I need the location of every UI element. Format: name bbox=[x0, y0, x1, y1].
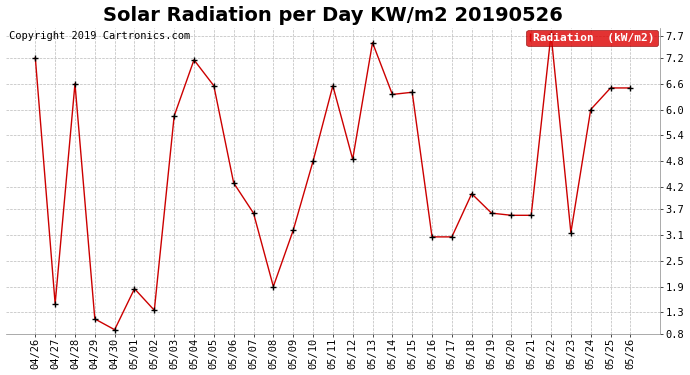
Text: Copyright 2019 Cartronics.com: Copyright 2019 Cartronics.com bbox=[9, 31, 190, 40]
Title: Solar Radiation per Day KW/m2 20190526: Solar Radiation per Day KW/m2 20190526 bbox=[103, 6, 563, 24]
Legend: Radiation  (kW/m2): Radiation (kW/m2) bbox=[526, 30, 658, 46]
